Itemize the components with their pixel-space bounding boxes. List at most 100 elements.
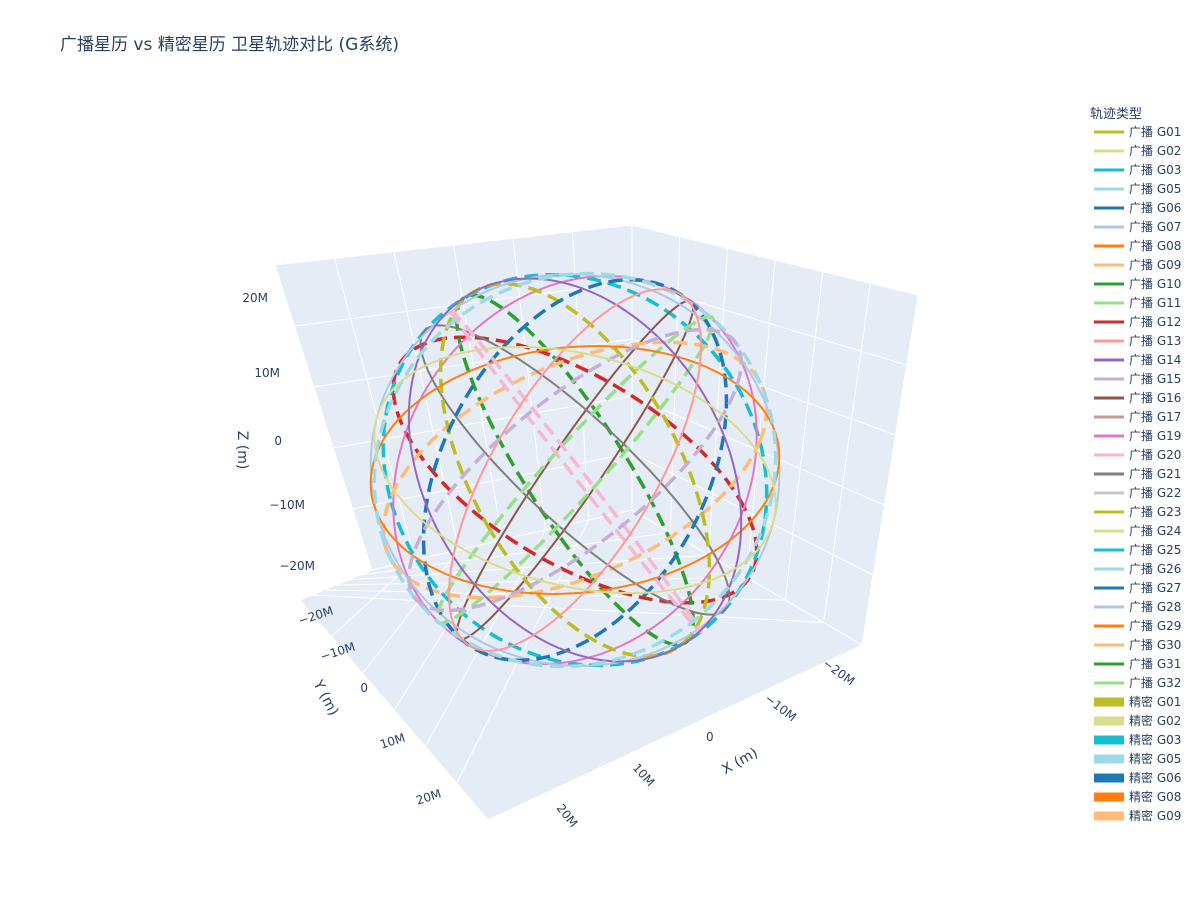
gridline [334,258,416,561]
legend-item[interactable]: 广播 G10 [1094,277,1181,291]
legend-label: 广播 G09 [1129,258,1181,272]
legend-item[interactable]: 广播 G07 [1094,220,1181,234]
legend-label: 广播 G06 [1129,201,1181,215]
x-tick-label: 0 [706,730,714,744]
legend-item[interactable]: 广播 G25 [1094,543,1181,557]
legend-item[interactable]: 广播 G06 [1094,201,1181,215]
legend-label: 精密 G08 [1129,789,1181,804]
orbit-trace [438,282,712,658]
legend-label: 精密 G02 [1129,713,1181,728]
legend-item[interactable]: 广播 G30 [1094,638,1181,652]
legend-label: 广播 G25 [1129,543,1181,557]
legend-label: 广播 G28 [1129,600,1181,614]
gridline [352,452,633,510]
legend-item[interactable]: 广播 G09 [1094,258,1181,272]
gridline [631,452,874,576]
legend-item[interactable]: 精密 G01 [1094,694,1181,709]
orbit-trace [392,274,758,666]
legend-label: 广播 G23 [1129,505,1181,519]
legend-label: 广播 G16 [1129,391,1181,405]
legend-item[interactable]: 广播 G08 [1094,239,1181,253]
gridline [823,283,871,623]
legend-item[interactable]: 广播 G29 [1094,619,1181,633]
gridline [631,395,885,506]
orbit-trace [455,293,695,647]
legend-label: 精密 G01 [1129,694,1181,709]
legend-label: 广播 G11 [1129,296,1181,310]
y-tick-label: 10M [378,731,407,752]
legend-item[interactable]: 精密 G08 [1094,789,1181,804]
z-tick-label: 20M [242,291,268,305]
legend-item[interactable]: 广播 G31 [1094,657,1181,671]
legend-label: 广播 G14 [1129,353,1181,367]
legend-item[interactable]: 广播 G26 [1094,562,1181,576]
legend-label: 广播 G21 [1129,467,1181,481]
legend-item[interactable]: 广播 G27 [1094,581,1181,595]
legend-item[interactable]: 广播 G19 [1094,429,1181,443]
orbit-trace [373,346,777,594]
legend-item[interactable]: 广播 G16 [1094,391,1181,405]
legend-item[interactable]: 广播 G12 [1094,315,1181,329]
gridline [631,281,907,366]
legend-item[interactable]: 广播 G21 [1094,467,1181,481]
chart-title: 广播星历 vs 精密星历 卫星轨迹对比 (G系统) [60,35,399,55]
legend-label: 广播 G19 [1129,429,1181,443]
legend-item[interactable]: 广播 G20 [1094,448,1181,462]
legend-label: 广播 G20 [1129,448,1181,462]
x-tick-label: 20M [554,801,581,830]
legend-item[interactable]: 广播 G24 [1094,524,1181,538]
legend-item[interactable]: 广播 G02 [1094,144,1181,158]
legend-item[interactable]: 广播 G22 [1094,486,1181,500]
x-tick-label: −10M [762,691,799,724]
gridline [359,532,671,576]
legend-label: 广播 G30 [1129,638,1181,652]
legend-item[interactable]: 广播 G23 [1094,505,1181,519]
legend-item[interactable]: 精密 G02 [1094,713,1181,728]
scene-3d[interactable] [274,224,919,821]
legend-item[interactable]: 广播 G32 [1094,676,1181,690]
z-axis-ticks: 20M 10M 0 −10M −20M [242,291,315,573]
legend-label: 广播 G01 [1129,125,1181,139]
z-tick-label: 10M [254,366,280,380]
y-tick-label: 0 [360,681,368,695]
x-axis-title: X (m) [719,745,760,778]
legend-label: 精密 G05 [1129,751,1181,766]
y-axis-title: Y (m) [309,677,341,719]
legend-label: 广播 G12 [1129,315,1181,329]
legend-item[interactable]: 精密 G09 [1094,808,1181,823]
legend-item[interactable]: 精密 G05 [1094,751,1181,766]
legend-label: 精密 G03 [1129,732,1181,747]
orbit-trace [447,288,703,652]
orbit-trace [369,344,781,596]
legend-item[interactable]: 广播 G03 [1094,163,1181,177]
legend-label: 广播 G32 [1129,676,1181,690]
legend-label: 广播 G29 [1129,619,1181,633]
legend-label: 精密 G09 [1129,808,1181,823]
legend-item[interactable]: 精密 G06 [1094,770,1181,785]
legend-label: 广播 G22 [1129,486,1181,500]
legend-item[interactable]: 广播 G13 [1094,334,1181,348]
z-tick-label: −10M [269,498,305,512]
legend-item[interactable]: 精密 G03 [1094,732,1181,747]
legend-label: 广播 G13 [1129,334,1181,348]
orbit-traces [369,271,781,669]
legend-item[interactable]: 广播 G15 [1094,372,1181,386]
legend-label: 广播 G27 [1129,581,1181,595]
legend-label: 广播 G15 [1129,372,1181,386]
legend-item[interactable]: 广播 G11 [1094,296,1181,310]
gridline [784,271,824,601]
gridline [362,549,460,674]
legend-label: 广播 G02 [1129,144,1181,158]
legend-label: 广播 G05 [1129,182,1181,196]
orbit-trace [407,327,743,613]
legend-label: 广播 G08 [1129,239,1181,253]
legend-item[interactable]: 广播 G17 [1094,410,1181,424]
legend-item[interactable]: 广播 G01 [1094,125,1181,139]
legend[interactable]: 轨迹类型 广播 G01 广播 G02 广播 G03 广播 G05 广播 G06 广播 G0… [1090,107,1181,823]
legend-item[interactable]: 广播 G14 [1094,353,1181,367]
legend-item[interactable]: 广播 G28 [1094,600,1181,614]
legend-item[interactable]: 广播 G05 [1094,182,1181,196]
legend-label: 广播 G26 [1129,562,1181,576]
orbit-trace [421,278,729,662]
